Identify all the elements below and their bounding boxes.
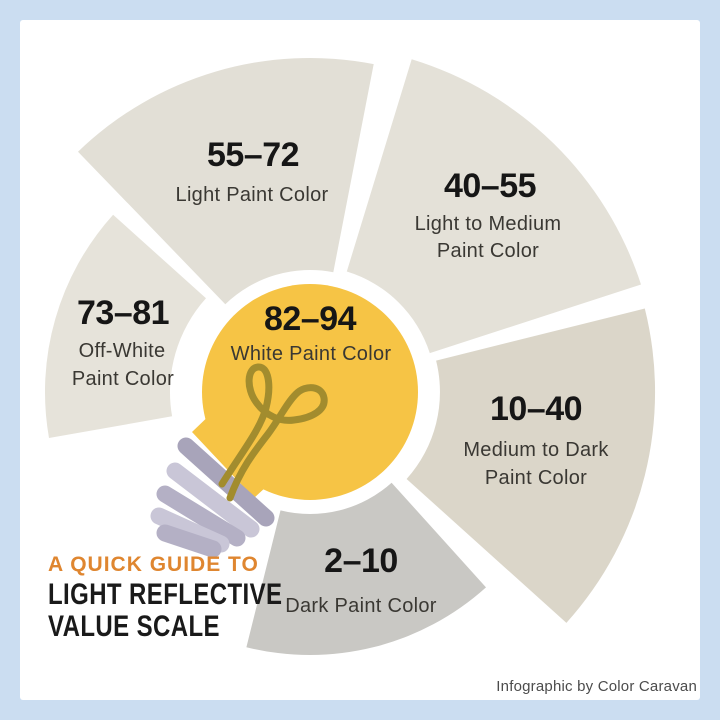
title-block: A QUICK GUIDE TO LIGHT REFLECTIVE VALUE … xyxy=(48,553,341,643)
segment-40-55 xyxy=(346,59,641,354)
bulb-filament xyxy=(218,363,328,502)
segment-range-value: 55–72 xyxy=(207,136,299,174)
segment-10-40 xyxy=(406,308,656,623)
segment-label: Paint Color xyxy=(485,467,587,489)
title-line-2: VALUE SCALE xyxy=(48,610,220,643)
credit-text: Infographic by Color Caravan xyxy=(496,678,697,695)
segment-label: Paint Color xyxy=(72,368,174,390)
segment-label: Light to Medium xyxy=(415,213,562,235)
segment-label: Off-White xyxy=(79,340,166,362)
segment-label: White Paint Color xyxy=(231,343,392,365)
main-title: LIGHT REFLECTIVE VALUE SCALE xyxy=(48,579,282,643)
segment-range-value: 2–10 xyxy=(324,542,398,580)
segment-label: Paint Color xyxy=(437,240,539,262)
bulb-base-stripe xyxy=(156,524,222,558)
segment-label: Medium to Dark xyxy=(463,439,609,461)
segment-range-value: 40–55 xyxy=(444,167,536,205)
segment-label: Light Paint Color xyxy=(176,184,329,206)
segment-73-81 xyxy=(44,214,206,438)
lightbulb-icon xyxy=(150,284,418,558)
segment-55-72 xyxy=(78,57,374,305)
segment-range-value: 73–81 xyxy=(77,294,169,332)
segment-range-value: 82–94 xyxy=(264,300,357,338)
segment-label: Dark Paint Color xyxy=(285,595,437,617)
bulb-base-stripe xyxy=(166,462,260,538)
bulb-base-stripe xyxy=(156,485,246,547)
title-line-1: LIGHT REFLECTIVE xyxy=(48,578,283,611)
chart-labels: 55–72 Light Paint Color 40–55 Light to Medi… xyxy=(72,136,609,617)
segment-2-10 xyxy=(246,482,486,655)
segment-range-value: 10–40 xyxy=(490,390,582,428)
title-eyebrow: A QUICK GUIDE TO xyxy=(48,553,259,576)
donut-segments xyxy=(44,57,656,655)
